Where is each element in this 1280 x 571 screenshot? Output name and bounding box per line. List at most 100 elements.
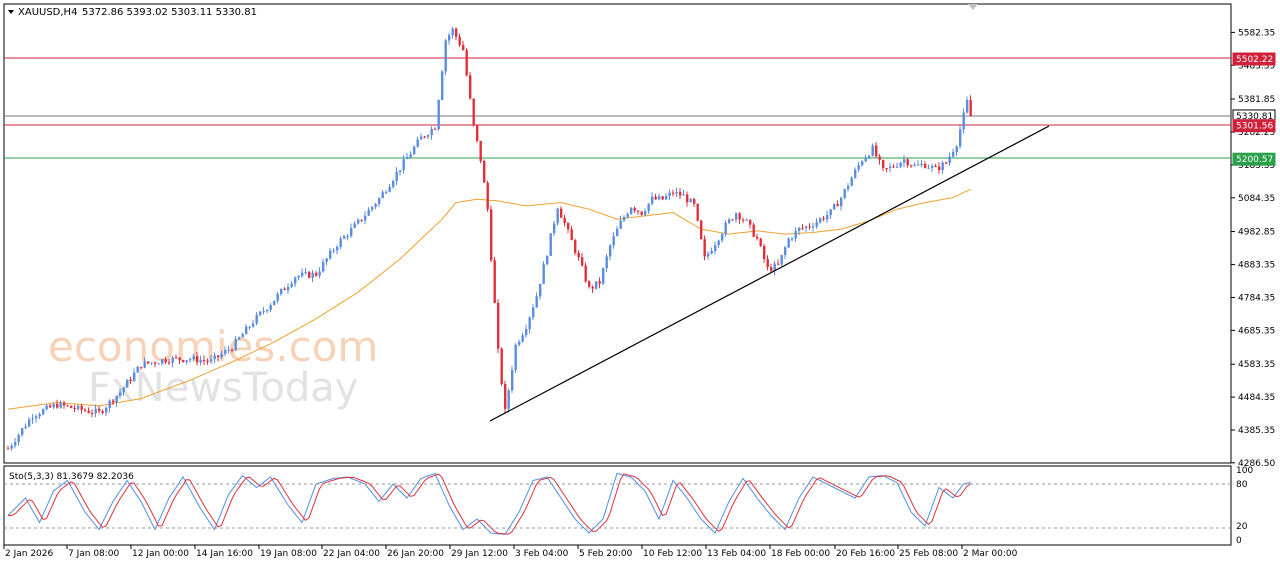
candle-body <box>882 160 885 168</box>
candle-body <box>591 286 594 289</box>
candle-body <box>115 395 118 403</box>
candle-body <box>927 167 930 169</box>
candle-body <box>332 250 335 252</box>
candle-body <box>374 203 377 207</box>
candle-body <box>143 361 146 368</box>
candle-body <box>864 157 867 162</box>
candle-body <box>602 268 605 284</box>
candle-body <box>234 339 237 351</box>
candle-body <box>28 419 31 427</box>
candle-body <box>812 226 815 228</box>
candle-body <box>815 222 818 227</box>
candle-body <box>672 192 675 194</box>
candle-body <box>780 254 783 265</box>
candle-body <box>437 100 440 130</box>
candle-body <box>217 355 220 358</box>
candle-body <box>945 162 948 164</box>
ma-line <box>7 188 971 410</box>
candle-body <box>472 98 475 125</box>
candle-body <box>885 167 888 169</box>
candle-body <box>962 112 965 130</box>
candle-body <box>84 409 87 411</box>
candle-body <box>122 387 125 393</box>
candle-body <box>871 145 874 156</box>
price-tick-label: 4385.35 <box>1238 426 1275 436</box>
candle-body <box>920 164 923 166</box>
candle-body <box>371 206 374 210</box>
candle-body <box>101 411 104 413</box>
time-tick-label: 3 Feb 04:00 <box>515 549 569 559</box>
candle-body <box>105 407 108 413</box>
candle-body <box>752 224 755 237</box>
price-tick-label: 5582.35 <box>1238 28 1275 38</box>
candle-body <box>917 164 920 166</box>
candle-body <box>647 203 650 212</box>
stoch-level-label: 0 <box>1236 536 1242 546</box>
chart-shift-marker-icon[interactable] <box>968 4 978 10</box>
candle-body <box>766 258 769 268</box>
candle-body <box>87 410 90 413</box>
candle-body <box>24 426 27 429</box>
candle-body <box>252 323 255 327</box>
candle-body <box>483 160 486 183</box>
candle-body <box>70 405 73 409</box>
candle-body <box>682 194 685 196</box>
candle-body <box>360 219 363 221</box>
candle-body <box>381 192 384 199</box>
candle-body <box>434 128 437 130</box>
candle-body <box>259 311 262 315</box>
price-tag-bg <box>1232 152 1276 166</box>
time-tick-label: 26 Jan 20:00 <box>387 549 444 559</box>
candle-body <box>486 182 489 210</box>
candle-body <box>129 379 132 381</box>
candle-body <box>31 418 34 420</box>
candle-body <box>570 229 573 241</box>
candle-body <box>955 146 958 153</box>
candle-body <box>633 207 636 211</box>
candle-body <box>801 227 804 229</box>
ascending-trendline[interactable] <box>489 125 1050 422</box>
candle-body <box>49 405 52 408</box>
candle-body <box>521 335 524 342</box>
candle-body <box>924 164 927 168</box>
candle-body <box>423 136 426 138</box>
candle-body <box>836 204 839 207</box>
watermark-fxnewstoday: FxNewsToday <box>88 365 358 411</box>
triangle-down-icon[interactable] <box>8 10 14 14</box>
candle-body <box>738 213 741 220</box>
candle-body <box>731 219 734 221</box>
time-tick-label: 19 Jan 08:00 <box>260 549 317 559</box>
candle-body <box>469 75 472 99</box>
candle-body <box>73 408 76 410</box>
candle-body <box>10 445 13 449</box>
candle-body <box>311 272 314 278</box>
candle-body <box>514 344 517 370</box>
candle-body <box>14 441 17 446</box>
candle-body <box>623 217 626 221</box>
candle-body <box>339 238 342 247</box>
candle-body <box>7 448 10 450</box>
candle-body <box>283 288 286 290</box>
candle-body <box>409 154 412 158</box>
time-tick-label: 22 Jan 04:00 <box>323 549 380 559</box>
candle-body <box>364 215 367 221</box>
time-tick-label: 7 Jan 08:00 <box>68 549 120 559</box>
candle-body <box>616 228 619 237</box>
candle-body <box>854 169 857 178</box>
candle-body <box>574 240 577 253</box>
candle-body <box>504 383 507 409</box>
candle-body <box>444 40 447 72</box>
candle-body <box>546 255 549 265</box>
candle-body <box>318 271 321 276</box>
candle-body <box>689 199 692 203</box>
candle-body <box>406 157 409 160</box>
candle-body <box>822 218 825 220</box>
candle-body <box>269 305 272 310</box>
candle-body <box>21 428 24 435</box>
stochastic-axis: 100 80 20 0 <box>1236 466 1253 546</box>
candle-body <box>605 256 608 269</box>
candle-body <box>847 185 850 190</box>
candle-body <box>238 337 241 340</box>
candle-body <box>679 191 682 196</box>
